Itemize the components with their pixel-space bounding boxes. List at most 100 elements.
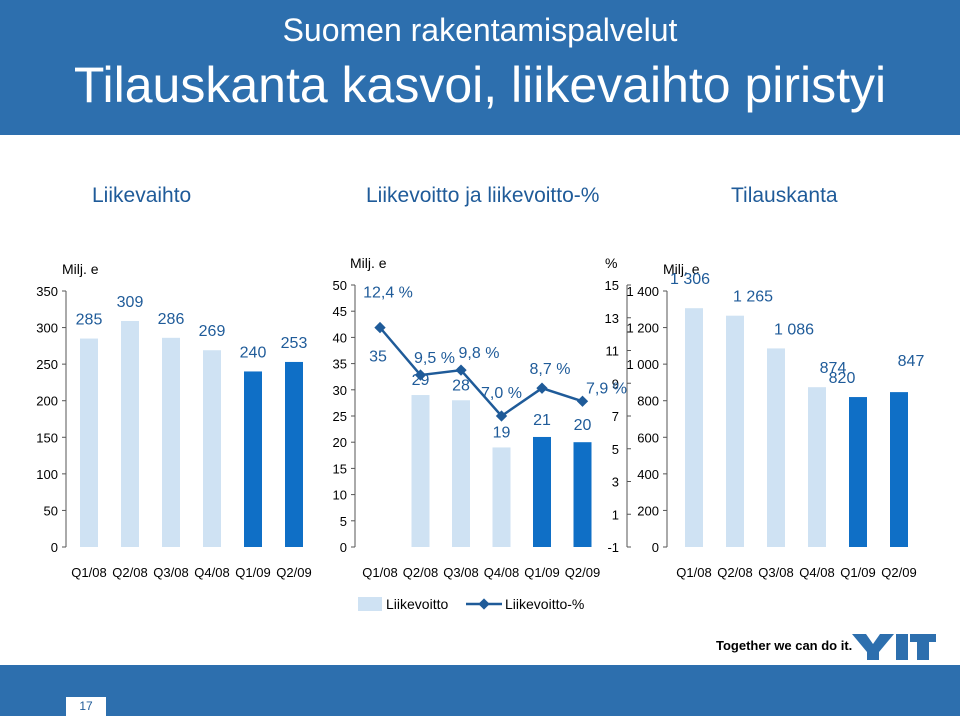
mid-y2-tick-label: 11 — [606, 344, 620, 359]
chart-title-middle: Liikevoitto ja liikevoitto-% — [366, 184, 600, 207]
mid-y-tick-label: 20 — [333, 435, 347, 450]
right-x-tick-label: Q2/09 — [881, 565, 916, 580]
mid-x-tick-label: Q3/08 — [443, 565, 478, 580]
right-y-tick-label: 1 400 — [626, 284, 659, 299]
mid-line-label: 9,5 % — [414, 350, 455, 367]
left-y-tick-label: 300 — [36, 321, 58, 336]
mid-x-tick-label: Q4/08 — [484, 565, 519, 580]
right-x-tick-label: Q2/08 — [717, 565, 752, 580]
left-y-tick-label: 350 — [36, 284, 58, 299]
mid-bar-label: 28 — [452, 377, 470, 394]
right-bar — [890, 392, 908, 547]
mid-y2-tick-label: 13 — [605, 311, 619, 326]
mid-line-point — [495, 410, 508, 422]
right-bar — [808, 387, 826, 547]
left-x-tick-label: Q4/08 — [194, 565, 229, 580]
mid-y2-tick-label: 7 — [612, 409, 619, 424]
mid-unit-label: Milj. e — [350, 255, 387, 271]
mid-bar — [411, 395, 430, 547]
header-banner: Suomen rakentamispalvelut Tilauskanta ka… — [0, 0, 960, 135]
mid-line-label: 7,0 % — [481, 385, 522, 402]
mid-bar-label: 35 — [369, 349, 387, 366]
left-data-label: 286 — [158, 311, 185, 328]
mid-line-label: 8,7 % — [530, 361, 571, 378]
mid-line-point — [536, 382, 548, 394]
mid-line-series — [379, 326, 583, 418]
mid-line-point — [455, 364, 467, 376]
left-data-label: 240 — [240, 344, 267, 361]
mid-bar-label: 20 — [574, 417, 592, 434]
right-y-tick-label: 0 — [652, 540, 659, 555]
mid-y2-tick-label: 1 — [612, 507, 619, 522]
mid-line-point — [374, 321, 386, 334]
left-y-tick-label: 0 — [51, 540, 58, 555]
right-x-tick-label: Q1/09 — [840, 565, 875, 580]
right-y-tick-label: 400 — [637, 467, 659, 482]
right-data-label: 1 265 — [733, 289, 773, 306]
left-y-tick-label: 200 — [36, 394, 58, 409]
mid-x-tick-label: Q2/09 — [565, 565, 600, 580]
left-bar — [80, 338, 98, 547]
slogan: Together we can do it. — [716, 638, 853, 653]
legend-bar-label: Liikevoitto — [386, 596, 448, 612]
left-data-label: 309 — [117, 294, 144, 311]
right-unit-label: Milj. e — [663, 261, 700, 277]
yit-logo — [852, 634, 936, 660]
right-bar — [726, 315, 744, 547]
mid-line-label: 7,9 % — [586, 380, 627, 397]
mid-y2-tick-label: 5 — [612, 442, 619, 457]
mid-bar-label: 21 — [533, 412, 551, 429]
footer-bar — [0, 665, 960, 716]
left-x-tick-label: Q2/08 — [112, 565, 147, 580]
mid-line-label: 12,4 % — [363, 285, 413, 302]
right-data-label: 1 306 — [670, 271, 710, 288]
mid-y-tick-label: 5 — [340, 514, 347, 529]
mid-y-tick-label: 45 — [333, 304, 347, 319]
left-bar — [162, 337, 180, 547]
mid-bar — [533, 436, 551, 547]
mid-x-tick-label: Q2/08 — [403, 565, 438, 580]
chart-title-right: Tilauskanta — [731, 184, 838, 207]
left-x-tick-label: Q1/08 — [71, 565, 106, 580]
left-bar — [285, 361, 303, 547]
left-x-tick-label: Q2/09 — [276, 565, 311, 580]
right-data-label: 1 086 — [774, 321, 814, 338]
right-bar — [767, 348, 785, 547]
mid-bar — [452, 400, 470, 547]
mid-y2-tick-label: 15 — [605, 278, 619, 293]
mid-y-tick-label: 10 — [333, 488, 347, 503]
mid-line-point — [576, 395, 589, 407]
mid-x-tick-label: Q1/08 — [362, 565, 397, 580]
mid-y-tick-label: 15 — [333, 461, 347, 476]
left-x-tick-label: Q3/08 — [153, 565, 188, 580]
left-data-label: 285 — [76, 312, 103, 329]
legend-bar-swatch — [358, 597, 382, 611]
legend-line-label: Liikevoitto-% — [505, 596, 584, 612]
mid-unit-label-right: % — [605, 255, 617, 271]
page-number: 17 — [66, 697, 106, 716]
chart-title-left: Liikevaihto — [92, 184, 192, 207]
left-y-tick-label: 150 — [36, 430, 58, 445]
right-bar — [849, 397, 867, 547]
right-y-tick-label: 800 — [637, 394, 659, 409]
mid-x-tick-label: Q1/09 — [524, 565, 559, 580]
right-y-tick-label: 1 000 — [626, 357, 659, 372]
right-data-label: 820 — [829, 370, 856, 387]
mid-bar-label: 19 — [493, 424, 511, 441]
mid-y2-tick-label: -1 — [607, 540, 619, 555]
right-x-tick-label: Q1/08 — [676, 565, 711, 580]
left-data-label: 253 — [281, 335, 308, 352]
slide-title: Tilauskanta kasvoi, liikevaihto piristyi — [73, 57, 887, 113]
left-bar — [121, 320, 139, 547]
mid-bar — [492, 447, 511, 547]
mid-line-point — [414, 369, 427, 381]
left-data-label: 269 — [199, 323, 226, 340]
left-unit-label: Milj. e — [62, 261, 99, 277]
mid-y-tick-label: 35 — [333, 357, 347, 372]
mid-line-label: 9,8 % — [459, 345, 500, 362]
right-y-tick-label: 1 200 — [626, 321, 659, 336]
mid-y-tick-label: 25 — [333, 409, 347, 424]
right-y-tick-label: 200 — [637, 503, 659, 518]
left-bar — [244, 371, 262, 547]
